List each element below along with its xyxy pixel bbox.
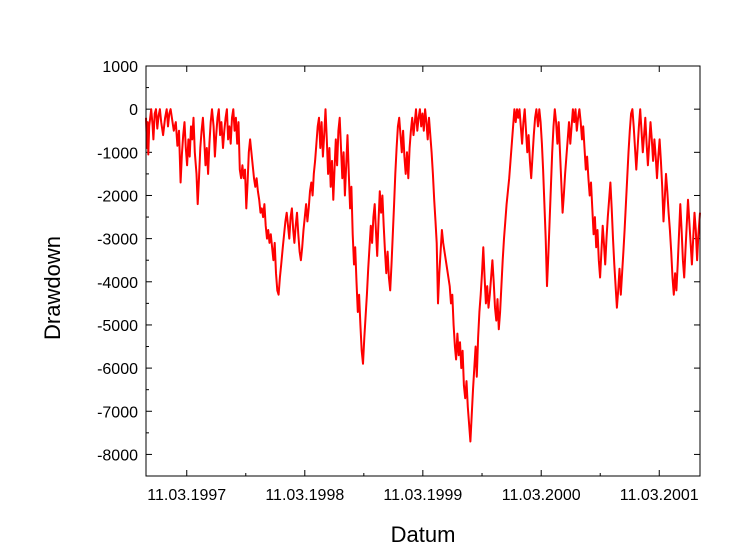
- y-tick-label: -4000: [97, 275, 138, 292]
- y-axis-ticks: 1000 0 -1000 -2000 -3000 -4000 -5000 -6000 -7000…: [97, 59, 700, 477]
- y-tick-label: -8000: [97, 447, 138, 464]
- y-tick-label: -5000: [97, 318, 138, 335]
- y-tick-label: -6000: [97, 361, 138, 378]
- y-tick-label: -2000: [97, 188, 138, 205]
- x-tick-label: 11.03.1998: [265, 487, 344, 504]
- y-tick-label: -1000: [97, 145, 138, 162]
- plot-frame: [145, 65, 701, 477]
- drawdown-series-line: [145, 108, 701, 443]
- x-tick-label: 11.03.2000: [502, 487, 581, 504]
- y-tick-label: -7000: [97, 404, 138, 421]
- y-tick-label: 1000: [102, 59, 138, 76]
- y-tick-label: -3000: [97, 232, 138, 249]
- y-tick-label: 0: [129, 102, 138, 119]
- y-axis-title: Drawdown: [40, 236, 65, 340]
- x-tick-label: 11.03.2001: [620, 487, 699, 504]
- x-tick-label: 11.03.1999: [383, 487, 462, 504]
- x-axis-ticks: 11.03.1997 11.03.1998 11.03.1999 11.03.2000…: [147, 66, 699, 504]
- x-axis-title: Datum: [391, 522, 456, 547]
- x-tick-label: 11.03.1997: [147, 487, 226, 504]
